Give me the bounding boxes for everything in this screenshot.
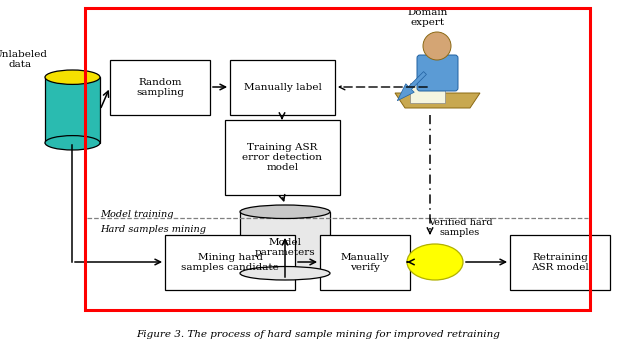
Text: Figure 3. The process of hard sample mining for improved retraining: Figure 3. The process of hard sample min… <box>136 330 500 339</box>
Bar <box>320 235 410 290</box>
Bar <box>110 60 210 115</box>
Bar <box>45 77 100 143</box>
Bar <box>230 60 335 115</box>
Text: Model training: Model training <box>100 210 174 219</box>
Text: Retraining
ASR model: Retraining ASR model <box>531 253 589 272</box>
FancyBboxPatch shape <box>417 55 458 91</box>
Text: Verified hard
samples: Verified hard samples <box>427 218 492 238</box>
Text: Random
sampling: Random sampling <box>136 78 184 97</box>
Text: Hard samples mining: Hard samples mining <box>100 225 206 234</box>
FancyArrow shape <box>398 72 426 101</box>
Bar <box>240 212 330 273</box>
Text: Mining hard
samples candidate: Mining hard samples candidate <box>181 253 279 272</box>
Text: Domain
expert: Domain expert <box>408 8 448 27</box>
Ellipse shape <box>45 70 100 84</box>
Ellipse shape <box>45 136 100 150</box>
Bar <box>225 120 340 195</box>
Bar <box>165 235 295 290</box>
Bar <box>510 235 610 290</box>
Ellipse shape <box>240 205 330 218</box>
Ellipse shape <box>407 244 463 280</box>
Polygon shape <box>395 93 480 108</box>
Text: Model
parameters: Model parameters <box>254 238 315 257</box>
Text: Manually
verify: Manually verify <box>340 253 389 272</box>
Ellipse shape <box>240 267 330 280</box>
Bar <box>410 83 445 103</box>
Text: Training ASR
error detection
model: Training ASR error detection model <box>242 143 322 172</box>
Text: Unlabeled
data: Unlabeled data <box>0 50 47 69</box>
Text: Manually label: Manually label <box>244 83 321 92</box>
Circle shape <box>423 32 451 60</box>
Bar <box>85 8 590 310</box>
